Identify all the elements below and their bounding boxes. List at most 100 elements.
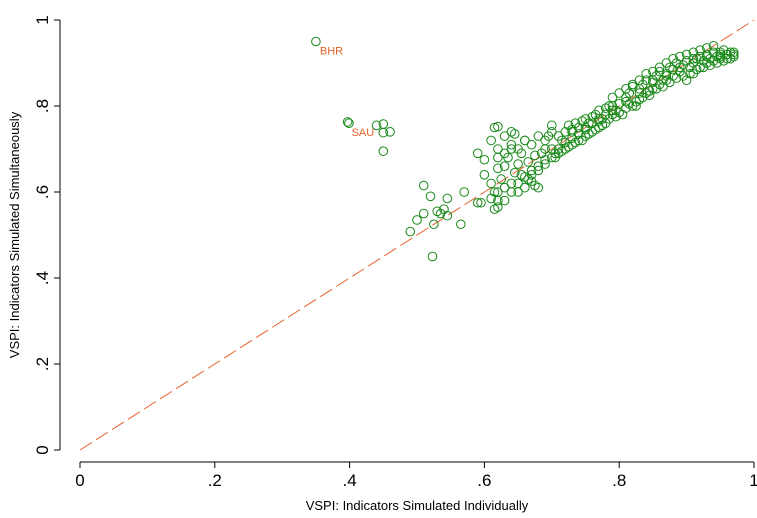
data-point bbox=[627, 81, 638, 92]
data-point bbox=[493, 152, 503, 163]
y-axis-title: VSPI: Indicators Simulated Simultaneousl… bbox=[7, 111, 22, 358]
data-point bbox=[533, 131, 544, 141]
data-point bbox=[641, 68, 651, 79]
data-point bbox=[425, 191, 436, 202]
data-point bbox=[567, 139, 577, 150]
data-point bbox=[607, 109, 618, 120]
data-point bbox=[509, 167, 520, 178]
x-axis-title: VSPI: Indicators Simulated Individually bbox=[306, 498, 529, 513]
data-point bbox=[513, 144, 523, 154]
data-point bbox=[506, 139, 517, 150]
data-point bbox=[621, 84, 631, 94]
data-point bbox=[496, 174, 507, 184]
data-point bbox=[476, 197, 486, 208]
data-point bbox=[489, 122, 500, 133]
data-point bbox=[547, 152, 557, 163]
data-point bbox=[688, 68, 699, 79]
data-point bbox=[654, 79, 665, 90]
data-point bbox=[523, 157, 534, 167]
data-point bbox=[614, 107, 625, 118]
data-point bbox=[540, 154, 550, 165]
data-point bbox=[675, 51, 685, 62]
data-point bbox=[728, 49, 739, 60]
data-point bbox=[560, 144, 571, 154]
x-ticks: 0 .2 .4 .6 .8 1 bbox=[75, 462, 757, 490]
data-point bbox=[668, 71, 678, 81]
data-point bbox=[493, 163, 503, 174]
data-point bbox=[442, 193, 453, 204]
data-point bbox=[688, 47, 699, 58]
data-point bbox=[526, 170, 537, 180]
data-point bbox=[499, 195, 510, 206]
data-point bbox=[459, 187, 469, 197]
data-point bbox=[547, 120, 557, 131]
data-point bbox=[509, 129, 520, 139]
data-point bbox=[702, 58, 712, 68]
data-point bbox=[675, 62, 685, 73]
data-point bbox=[641, 75, 651, 85]
data-point bbox=[540, 135, 550, 146]
data-point bbox=[533, 165, 544, 176]
data-point bbox=[385, 127, 395, 137]
data-point bbox=[668, 53, 678, 64]
data-point bbox=[344, 118, 354, 128]
data-point bbox=[533, 161, 544, 171]
data-point bbox=[427, 251, 438, 262]
data-point bbox=[472, 148, 483, 159]
data-point bbox=[533, 182, 544, 193]
axes bbox=[59, 20, 754, 463]
data-point bbox=[654, 66, 665, 77]
data-point bbox=[493, 202, 503, 212]
data-point bbox=[493, 187, 503, 197]
y-ticks: 0 .2 .4 .6 .8 1 bbox=[33, 15, 60, 455]
data-point bbox=[499, 161, 510, 171]
data-point bbox=[587, 127, 598, 137]
point-annotation: SAU bbox=[352, 127, 375, 139]
data-point bbox=[695, 45, 705, 55]
data-point bbox=[342, 117, 353, 127]
data-point bbox=[418, 180, 429, 191]
x-tick-label: .8 bbox=[612, 471, 626, 490]
data-point bbox=[486, 193, 496, 204]
data-point bbox=[560, 137, 571, 148]
x-tick-label: .4 bbox=[343, 471, 357, 490]
data-point bbox=[607, 105, 618, 116]
data-point bbox=[506, 187, 517, 197]
data-point bbox=[456, 219, 466, 230]
data-point bbox=[715, 49, 726, 60]
data-point bbox=[526, 165, 537, 176]
x-tick-label: 0 bbox=[75, 471, 84, 490]
data-point bbox=[573, 135, 584, 146]
data-point bbox=[520, 135, 530, 146]
data-point bbox=[641, 88, 651, 98]
data-point bbox=[472, 197, 483, 208]
data-point bbox=[573, 122, 584, 133]
data-point bbox=[311, 36, 321, 47]
data-point bbox=[429, 219, 439, 230]
data-point bbox=[547, 127, 557, 137]
data-point bbox=[520, 172, 530, 182]
y-tick-label: .2 bbox=[33, 357, 52, 371]
y-tick-label: .6 bbox=[33, 185, 52, 199]
data-point bbox=[648, 75, 658, 85]
data-point bbox=[513, 159, 523, 169]
data-point bbox=[378, 146, 389, 156]
data-point bbox=[722, 53, 732, 64]
annotations: BHR SAU bbox=[320, 46, 374, 140]
data-point bbox=[553, 131, 564, 141]
data-point bbox=[506, 144, 517, 154]
data-point bbox=[661, 75, 672, 85]
data-point bbox=[600, 118, 611, 128]
y-tick-label: .4 bbox=[33, 271, 52, 285]
data-point bbox=[553, 148, 564, 159]
data-point bbox=[654, 62, 665, 73]
point-annotation: BHR bbox=[320, 46, 343, 58]
data-point bbox=[526, 139, 537, 150]
data-point bbox=[567, 124, 577, 135]
y-tick-label: .8 bbox=[33, 99, 52, 113]
data-point bbox=[499, 148, 510, 159]
data-point bbox=[499, 182, 510, 193]
data-point bbox=[621, 103, 631, 113]
x-tick-label: .2 bbox=[208, 471, 222, 490]
